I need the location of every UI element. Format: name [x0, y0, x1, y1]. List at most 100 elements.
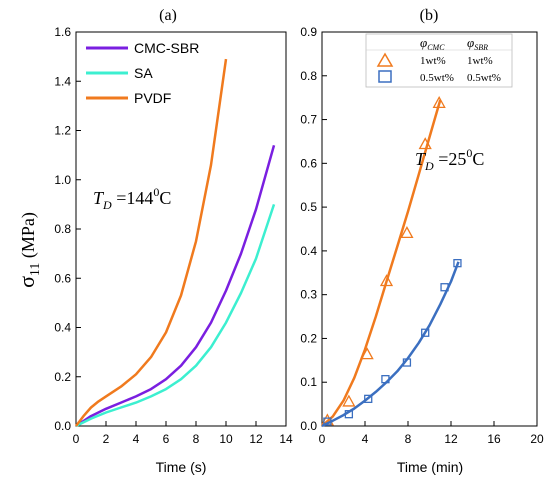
legend-row1-cmc: 1wt% — [420, 55, 446, 67]
y-axis-label-sub: 11 — [28, 263, 43, 276]
y-tick-label-b-7: 0.7 — [300, 113, 317, 127]
data-point-triangle-1 — [342, 394, 356, 407]
x-tick-label-a-1: 2 — [103, 432, 110, 446]
annotation-a-sub: D — [102, 198, 112, 212]
annotation-b: TD =250C — [415, 146, 484, 173]
legend-header-sbr: φSBR — [467, 35, 488, 52]
legend-row1-sbr: 1wt% — [467, 55, 493, 67]
y-tick-label-b-4: 0.4 — [300, 244, 317, 258]
x-tick-label-a-6: 12 — [249, 432, 263, 446]
annotation-a-unit: C — [159, 188, 171, 208]
y-tick-label-b-6: 0.6 — [300, 156, 317, 170]
y-tick-label-a-4: 0.8 — [54, 222, 71, 236]
annotation-a-var: T — [93, 188, 105, 208]
legend-label-pvdf: PVDF — [134, 90, 171, 106]
legend-label-cmc-sbr: CMC-SBR — [134, 40, 199, 56]
annotation-b-text: =25 — [434, 149, 467, 169]
y-axis-label-unit: (MPa) — [18, 212, 39, 263]
y-ticks-b: 0.0 0.1 0.2 0.3 0.4 0.5 0.6 0.7 0.8 0.9 — [300, 25, 327, 433]
panel-label-a: (a) — [159, 7, 177, 24]
x-tick-label-a-4: 8 — [193, 432, 200, 446]
annotation-b-sup: 0 — [466, 146, 472, 160]
series-group-a — [75, 58, 276, 428]
x-axis-label-b: Time (min) — [397, 459, 463, 475]
annotation-a: TD =1440C — [93, 185, 171, 212]
data-point-square-2 — [364, 394, 373, 404]
x-tick-label-b-4: 16 — [487, 432, 501, 446]
legend-label-sa: SA — [134, 65, 153, 81]
x-tick-label-b-0: 0 — [319, 432, 326, 446]
series-line-cmc-sbr — [75, 144, 276, 428]
legend-header-sbr-sub: SBR — [474, 43, 488, 52]
annotation-a-text: =144 — [112, 188, 154, 208]
legend-a: CMC-SBR SA PVDF — [86, 40, 199, 106]
x-tick-label-a-2: 4 — [133, 432, 140, 446]
annotation-a-sup: 0 — [153, 185, 159, 199]
series-line-sa — [75, 204, 276, 428]
data-point-square-4 — [402, 358, 412, 367]
y-tick-label-a-2: 0.4 — [54, 321, 71, 335]
legend-row2-cmc: 0.5wt% — [420, 72, 454, 84]
x-axis-label-a: Time (s) — [156, 459, 207, 475]
legend-marker-shape-square — [378, 70, 392, 83]
series-group-b — [320, 96, 462, 428]
x-ticks-a: 0 2 4 6 8 10 12 14 — [73, 421, 293, 446]
legend-marker-square — [378, 70, 392, 83]
data-point-triangle-4 — [400, 226, 414, 239]
data-point-triangle-5 — [418, 137, 432, 150]
data-point-square-5 — [421, 328, 430, 337]
x-tick-label-a-5: 10 — [219, 432, 233, 446]
x-tick-label-a-7: 14 — [279, 432, 293, 446]
y-tick-label-a-6: 1.2 — [54, 124, 71, 138]
series-line-pvdf — [75, 58, 228, 427]
legend-header-sbr-var: φ — [467, 35, 474, 50]
x-tick-label-a-0: 0 — [73, 432, 80, 446]
legend-header-cmc-var: φ — [420, 35, 427, 50]
y-tick-label-b-0: 0.0 — [300, 419, 317, 433]
chart-panel-b: 0.0 0.1 0.2 0.3 0.4 0.5 0.6 0.7 0.8 0.9 0 4 8 12 16 20… — [300, 25, 544, 475]
y-tick-label-b-5: 0.5 — [300, 200, 317, 214]
data-point-square-6 — [440, 283, 449, 292]
data-point-square-1 — [344, 410, 354, 419]
y-tick-label-b-1: 0.1 — [300, 375, 317, 389]
chart-panel-a: 0.00.20.40.60.81.01.21.41.6 0 2 4 6 8 10 12 14 … — [54, 25, 293, 475]
y-ticks-a: 0.0 0.2 0.4 0.6 0.8 1.0 1.2 1.4 1.6 — [54, 25, 81, 433]
data-point-triangle-3 — [379, 274, 394, 287]
x-tick-label-b-3: 12 — [444, 432, 458, 446]
y-axis-label-main: σ — [14, 276, 39, 288]
y-tick-label-a-5: 1.0 — [54, 173, 71, 187]
x-tick-label-b-2: 8 — [405, 432, 412, 446]
legend-header-cmc: φCMC — [420, 35, 445, 52]
y-tick-label-a-1: 0.2 — [54, 370, 71, 384]
y-axis-label: σ11 (MPa) — [14, 212, 43, 288]
x-tick-label-b-1: 4 — [362, 432, 369, 446]
data-point-square-3 — [381, 375, 390, 384]
x-ticks-b: 0 4 8 12 16 20 — [319, 421, 544, 446]
legend-marker-triangle — [376, 52, 394, 67]
data-point-square-7 — [453, 258, 462, 268]
annotation-b-sub: D — [424, 159, 434, 173]
data-point-square-0 — [323, 417, 332, 426]
y-tick-label-b-9: 0.9 — [300, 25, 317, 39]
y-tick-label-b-2: 0.2 — [300, 331, 317, 345]
legend-row2-sbr: 0.5wt% — [467, 72, 501, 84]
y-tick-label-a-7: 1.4 — [54, 74, 71, 88]
fit-line-triangle — [321, 99, 442, 427]
y-tick-label-a-0: 0.0 — [54, 419, 71, 433]
y-tick-label-b-3: 0.3 — [300, 288, 317, 302]
x-tick-label-a-3: 6 — [163, 432, 170, 446]
legend-table-b: φCMC φSBR 1wt% 1wt% 0.5wt% 0.5wt% — [365, 33, 513, 88]
data-point-triangle-6 — [432, 96, 446, 109]
annotation-b-var: T — [415, 149, 427, 169]
y-tick-label-a-8: 1.6 — [54, 25, 71, 39]
x-tick-label-b-5: 20 — [530, 432, 544, 446]
panel-label-b: (b) — [420, 7, 439, 24]
y-tick-label-a-3: 0.6 — [54, 271, 71, 285]
legend-header-cmc-sub: CMC — [427, 43, 445, 52]
annotation-b-unit: C — [472, 149, 484, 169]
legend-marker-shape-triangle — [376, 52, 394, 67]
y-tick-label-b-8: 0.8 — [300, 69, 317, 83]
data-point-triangle-2 — [360, 347, 374, 360]
plot-frame-b — [321, 31, 538, 427]
